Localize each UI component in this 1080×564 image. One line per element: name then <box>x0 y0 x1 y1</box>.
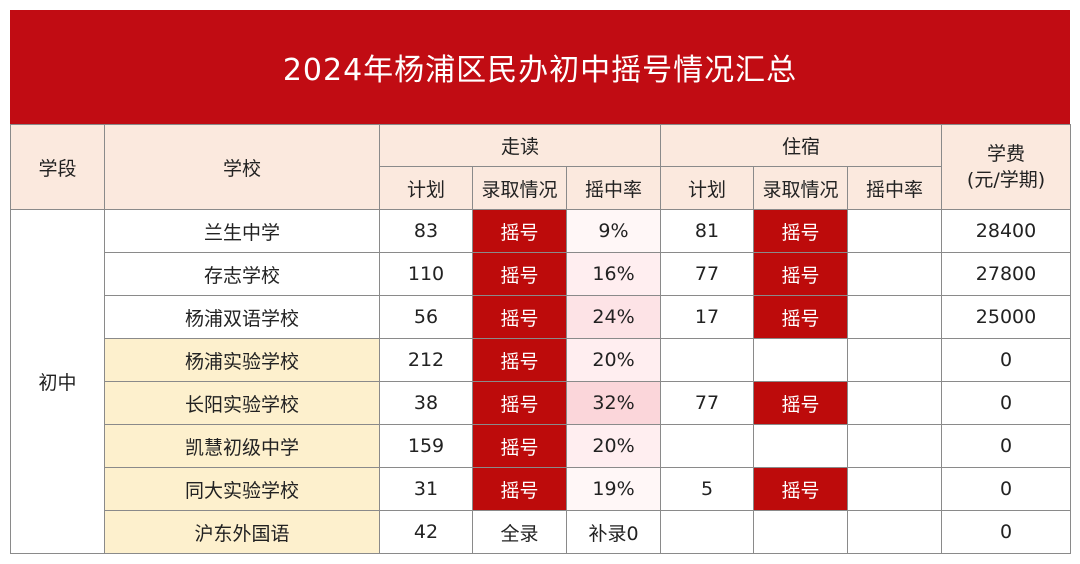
table-row: 同大实验学校 31 摇号 19% 5 摇号 0 <box>11 467 1072 511</box>
fee: 0 <box>941 381 1072 425</box>
walk-plan: 159 <box>379 424 473 468</box>
board-rate <box>847 510 943 554</box>
board-admission <box>753 424 849 468</box>
header-board-rate: 摇中率 <box>847 166 943 210</box>
board-rate <box>847 295 943 339</box>
walk-rate: 16% <box>565 252 662 296</box>
fee: 25000 <box>941 295 1072 339</box>
board-admission: 摇号 <box>753 381 849 425</box>
header-fee-line1: 学费 <box>987 143 1026 165</box>
board-admission: 摇号 <box>753 295 849 339</box>
board-admission <box>753 510 849 554</box>
walk-plan: 56 <box>379 295 473 339</box>
walk-plan: 212 <box>379 338 473 382</box>
walk-rate: 24% <box>565 295 662 339</box>
walk-admission: 摇号 <box>472 209 567 253</box>
board-admission <box>753 338 849 382</box>
walk-admission: 摇号 <box>472 252 567 296</box>
header-stage: 学段 <box>10 124 105 210</box>
table-row: 杨浦实验学校 212 摇号 20% 0 <box>11 338 1072 382</box>
walk-admission: 摇号 <box>472 295 567 339</box>
board-plan: 77 <box>660 381 755 425</box>
walk-admission: 摇号 <box>472 338 567 382</box>
school-name: 沪东外国语 <box>104 510 380 554</box>
school-name: 同大实验学校 <box>104 467 380 511</box>
walk-plan: 38 <box>379 381 473 425</box>
header-fee-line2: (元/学期) <box>966 169 1046 191</box>
board-plan: 81 <box>660 209 755 253</box>
fee: 0 <box>941 467 1072 511</box>
school-name: 杨浦双语学校 <box>104 295 380 339</box>
board-plan <box>660 510 755 554</box>
school-name: 长阳实验学校 <box>104 381 380 425</box>
walk-admission: 全录 <box>472 510 567 554</box>
fee: 0 <box>941 510 1072 554</box>
header-walk-admission: 录取情况 <box>472 166 567 210</box>
walk-rate: 20% <box>565 424 662 468</box>
header-walk-rate: 摇中率 <box>565 166 662 210</box>
board-plan <box>660 424 755 468</box>
table-row: 凯慧初级中学 159 摇号 20% 0 <box>11 424 1072 468</box>
board-plan <box>660 338 755 382</box>
fee: 0 <box>941 338 1072 382</box>
board-admission: 摇号 <box>753 467 849 511</box>
walk-admission: 摇号 <box>472 467 567 511</box>
walk-plan: 31 <box>379 467 473 511</box>
header-board-plan: 计划 <box>660 166 755 210</box>
walk-admission: 摇号 <box>472 381 567 425</box>
header-school: 学校 <box>104 124 380 210</box>
walk-plan: 83 <box>379 209 473 253</box>
table-row: 杨浦双语学校 56 摇号 24% 17 摇号 25000 <box>11 295 1072 339</box>
table-row: 存志学校 110 摇号 16% 77 摇号 27800 <box>11 252 1072 296</box>
board-rate <box>847 381 943 425</box>
header-walk: 走读 <box>378 124 662 167</box>
board-plan: 5 <box>660 467 755 511</box>
fee: 27800 <box>941 252 1072 296</box>
header-walk-plan: 计划 <box>379 166 473 210</box>
table-row: 长阳实验学校 38 摇号 32% 77 摇号 0 <box>11 381 1072 425</box>
board-admission: 摇号 <box>753 209 849 253</box>
header-board: 住宿 <box>660 124 943 167</box>
walk-rate: 20% <box>565 338 662 382</box>
walk-rate: 补录0 <box>565 510 662 554</box>
board-plan: 77 <box>660 252 755 296</box>
school-name: 存志学校 <box>104 252 380 296</box>
header-fee: 学费 (元/学期) <box>941 124 1072 210</box>
school-name: 杨浦实验学校 <box>104 338 380 382</box>
walk-rate: 9% <box>565 209 662 253</box>
table-row: 沪东外国语 42 全录 补录0 0 <box>11 510 1072 554</box>
board-rate <box>847 338 943 382</box>
board-plan: 17 <box>660 295 755 339</box>
fee: 0 <box>941 424 1072 468</box>
page-title: 2024年杨浦区民办初中摇号情况汇总 <box>10 10 1070 124</box>
board-rate <box>847 424 943 468</box>
walk-rate: 32% <box>565 381 662 425</box>
board-rate <box>847 467 943 511</box>
board-rate <box>847 252 943 296</box>
header-board-admission: 录取情况 <box>753 166 849 210</box>
school-name: 凯慧初级中学 <box>104 424 380 468</box>
board-admission: 摇号 <box>753 252 849 296</box>
walk-admission: 摇号 <box>472 424 567 468</box>
walk-plan: 42 <box>379 510 473 554</box>
walk-plan: 110 <box>379 252 473 296</box>
lottery-summary-table: 学段 学校 走读 住宿 学费 (元/学期) 计划 录取情况 摇中率 计划 录取情… <box>10 124 1072 554</box>
school-name: 兰生中学 <box>104 209 380 253</box>
walk-rate: 19% <box>565 467 662 511</box>
table-row: 初中 兰生中学 83 摇号 9% 81 摇号 28400 <box>10 209 1072 554</box>
stage-cell: 初中 <box>10 209 105 554</box>
fee: 28400 <box>941 209 1072 253</box>
board-rate <box>847 209 943 253</box>
